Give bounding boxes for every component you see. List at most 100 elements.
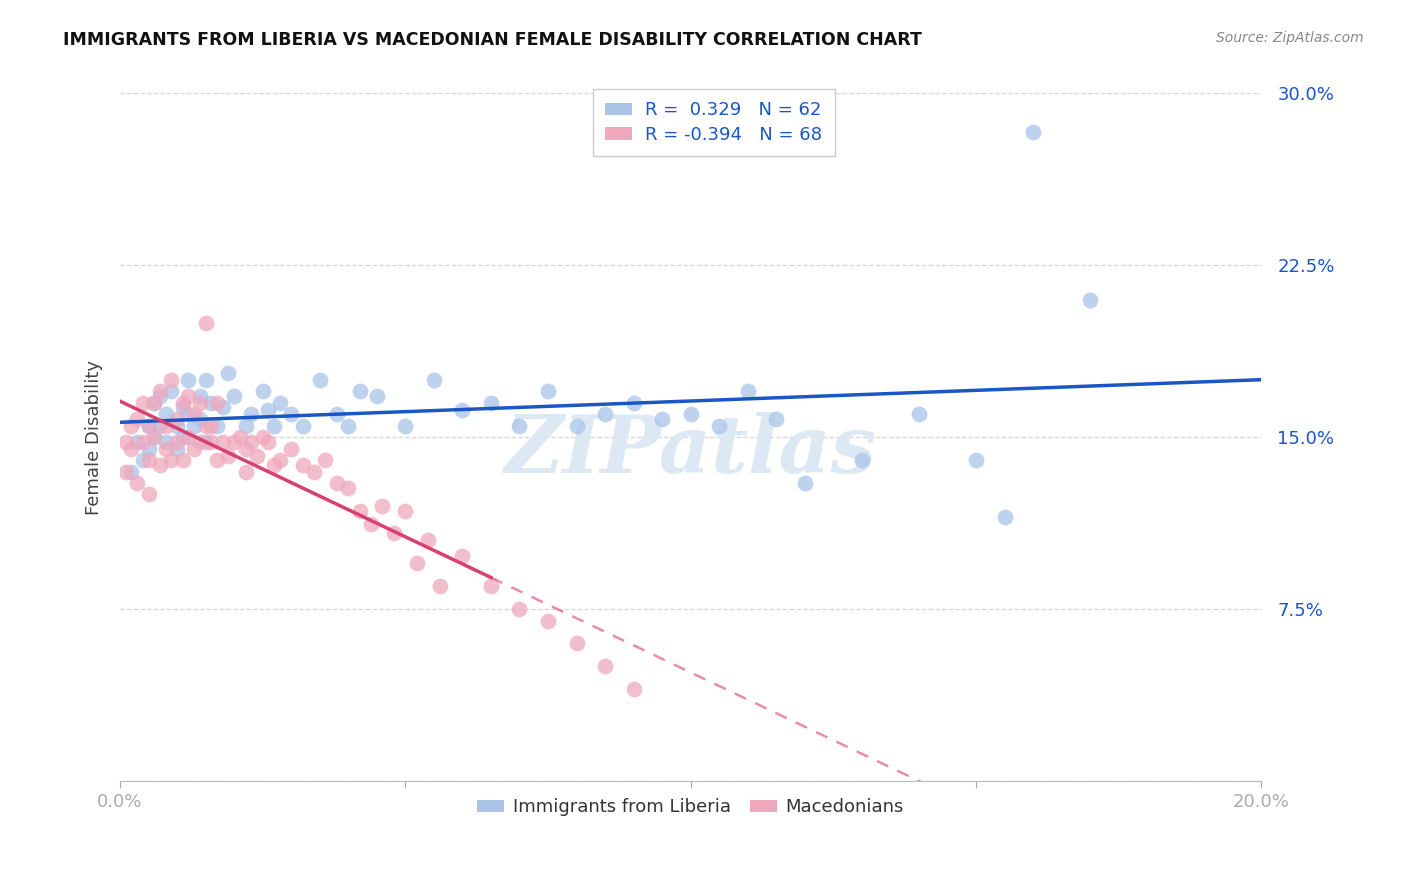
Point: [160, 453, 183, 467]
Point: [623, 682, 645, 697]
Point: [149, 458, 172, 472]
Point: [1022, 125, 1045, 139]
Point: [349, 503, 371, 517]
Point: [479, 396, 502, 410]
Point: [177, 389, 200, 403]
Point: [120, 465, 142, 479]
Point: [172, 430, 194, 444]
Point: [394, 418, 416, 433]
Point: [149, 389, 172, 403]
Point: [229, 430, 252, 444]
Point: [793, 476, 815, 491]
Point: [679, 407, 702, 421]
Point: [183, 407, 205, 421]
Point: [429, 579, 451, 593]
Point: [138, 418, 160, 433]
Point: [269, 396, 291, 410]
Point: [269, 453, 291, 467]
Point: [508, 418, 530, 433]
Point: [205, 453, 228, 467]
Point: [246, 449, 269, 463]
Point: [252, 384, 274, 399]
Point: [623, 396, 645, 410]
Point: [235, 442, 257, 456]
Point: [143, 396, 166, 410]
Point: [537, 614, 560, 628]
Point: [177, 373, 200, 387]
Point: [217, 449, 239, 463]
Point: [120, 442, 142, 456]
Point: [114, 434, 136, 449]
Point: [851, 453, 873, 467]
Point: [183, 442, 205, 456]
Point: [155, 418, 177, 433]
Point: [360, 517, 382, 532]
Text: ZIPatlas: ZIPatlas: [505, 412, 877, 490]
Point: [217, 366, 239, 380]
Point: [138, 418, 160, 433]
Point: [235, 418, 257, 433]
Point: [205, 396, 228, 410]
Point: [280, 442, 302, 456]
Point: [183, 418, 205, 433]
Point: [314, 453, 336, 467]
Point: [709, 418, 731, 433]
Point: [132, 434, 155, 449]
Point: [908, 407, 931, 421]
Point: [451, 549, 474, 564]
Point: [423, 373, 446, 387]
Point: [308, 373, 330, 387]
Point: [211, 434, 233, 449]
Point: [593, 659, 616, 673]
Point: [337, 418, 360, 433]
Point: [205, 418, 228, 433]
Point: [302, 465, 325, 479]
Point: [114, 465, 136, 479]
Point: [349, 384, 371, 399]
Point: [326, 407, 349, 421]
Point: [240, 434, 263, 449]
Point: [291, 418, 314, 433]
Point: [371, 499, 394, 513]
Point: [188, 396, 211, 410]
Point: [132, 396, 155, 410]
Point: [651, 412, 673, 426]
Point: [200, 418, 222, 433]
Point: [155, 407, 177, 421]
Point: [451, 402, 474, 417]
Point: [127, 412, 149, 426]
Point: [143, 430, 166, 444]
Point: [149, 384, 172, 399]
Point: [194, 418, 217, 433]
Point: [263, 418, 285, 433]
Point: [394, 503, 416, 517]
Point: [593, 407, 616, 421]
Point: [765, 412, 787, 426]
Point: [280, 407, 302, 421]
Point: [155, 434, 177, 449]
Text: Source: ZipAtlas.com: Source: ZipAtlas.com: [1216, 31, 1364, 45]
Point: [240, 407, 263, 421]
Point: [120, 418, 142, 433]
Point: [166, 442, 188, 456]
Point: [188, 434, 211, 449]
Point: [565, 418, 588, 433]
Point: [132, 453, 155, 467]
Point: [166, 434, 188, 449]
Text: IMMIGRANTS FROM LIBERIA VS MACEDONIAN FEMALE DISABILITY CORRELATION CHART: IMMIGRANTS FROM LIBERIA VS MACEDONIAN FE…: [63, 31, 922, 49]
Point: [508, 602, 530, 616]
Point: [166, 418, 188, 433]
Point: [160, 384, 183, 399]
Point: [177, 407, 200, 421]
Point: [291, 458, 314, 472]
Point: [138, 487, 160, 501]
Point: [200, 396, 222, 410]
Point: [188, 389, 211, 403]
Point: [224, 389, 246, 403]
Point: [211, 401, 233, 415]
Point: [382, 526, 405, 541]
Point: [565, 636, 588, 650]
Point: [149, 418, 172, 433]
Point: [337, 481, 360, 495]
Point: [172, 453, 194, 467]
